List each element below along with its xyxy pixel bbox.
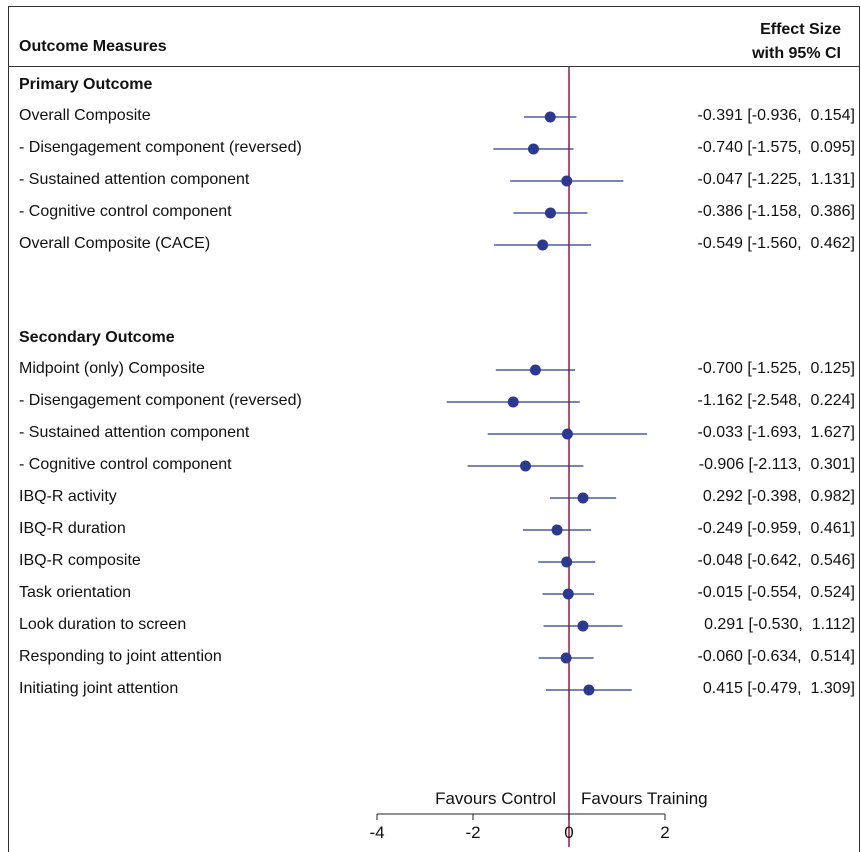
- favours-training-label: Favours Training: [581, 789, 708, 808]
- point-estimate: [561, 653, 572, 664]
- point-estimate: [537, 240, 548, 251]
- favours-control-label: Favours Control: [435, 789, 556, 808]
- point-estimate: [577, 621, 588, 632]
- point-estimate: [508, 397, 519, 408]
- point-estimate: [528, 144, 539, 155]
- point-estimate: [545, 112, 556, 123]
- x-tick-label: -2: [465, 823, 480, 842]
- point-estimate: [583, 685, 594, 696]
- point-estimate: [561, 557, 572, 568]
- point-estimate: [520, 461, 531, 472]
- x-tick-label: 0: [564, 823, 573, 842]
- point-estimate: [545, 208, 556, 219]
- point-estimate: [578, 493, 589, 504]
- x-tick-label: -4: [369, 823, 384, 842]
- point-estimate: [563, 589, 574, 600]
- point-estimate: [530, 365, 541, 376]
- x-tick-label: 2: [660, 823, 669, 842]
- point-estimate: [552, 525, 563, 536]
- point-estimate: [562, 429, 573, 440]
- point-estimate: [561, 176, 572, 187]
